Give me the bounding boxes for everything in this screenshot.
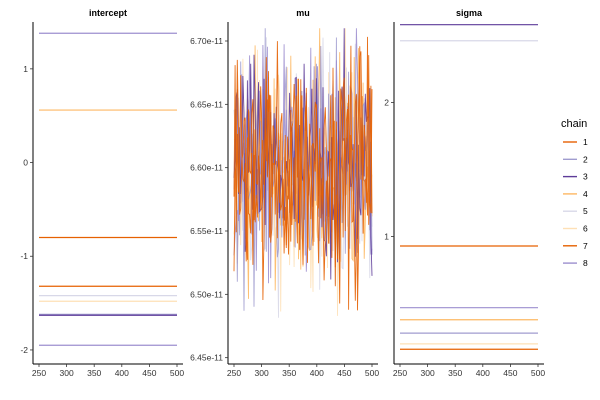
legend-item: 2 xyxy=(563,154,588,164)
legend-label: 3 xyxy=(583,172,588,182)
x-tick-label: 250 xyxy=(227,368,241,378)
x-tick-label: 500 xyxy=(170,368,184,378)
y-tick-label: 6.45e-11 xyxy=(190,353,223,363)
legend-item: 8 xyxy=(563,258,588,268)
x-tick-label: 450 xyxy=(337,368,351,378)
panel-mu: mu 250 300 350 400 450 500 6.70e-11 6.65e-11 6.60… xyxy=(190,8,379,378)
x-tick-label: 450 xyxy=(503,368,517,378)
legend-item: 1 xyxy=(563,137,588,147)
legend-label: 6 xyxy=(583,224,588,234)
panels: intercept 250 300 350 400 450 500 1 0 -1 -2 mu 250 30… xyxy=(20,8,545,378)
x-tick-label: 250 xyxy=(393,368,407,378)
y-tick-label: -1 xyxy=(20,251,28,261)
panel-title: sigma xyxy=(456,8,483,18)
y-tick-label: 6.55e-11 xyxy=(190,226,223,236)
x-tick-label: 450 xyxy=(142,368,156,378)
legend-item: 4 xyxy=(563,189,588,199)
panel-intercept: intercept 250 300 350 400 450 500 1 0 -1 -2 xyxy=(20,8,184,378)
y-tick-label: 6.50e-11 xyxy=(190,289,223,299)
x-tick-label: 300 xyxy=(421,368,435,378)
y-tick-label: 6.60e-11 xyxy=(190,163,223,173)
x-tick-label: 500 xyxy=(365,368,379,378)
legend-item: 7 xyxy=(563,241,588,251)
trace-line-chain-1 xyxy=(233,36,373,301)
x-tick-label: 350 xyxy=(87,368,101,378)
legend-label: 1 xyxy=(583,137,588,147)
x-tick-label: 500 xyxy=(531,368,545,378)
y-tick-label: 1 xyxy=(384,232,389,242)
legend-label: 2 xyxy=(583,154,588,164)
x-tick-label: 250 xyxy=(32,368,46,378)
x-tick-label: 300 xyxy=(255,368,269,378)
y-tick-label: 6.65e-11 xyxy=(190,99,223,109)
y-tick-label: 1 xyxy=(23,64,28,74)
panel-title: mu xyxy=(296,8,310,18)
legend-label: 4 xyxy=(583,189,588,199)
panel-title: intercept xyxy=(89,8,127,18)
y-tick-label: 0 xyxy=(23,158,28,168)
legend-item: 5 xyxy=(563,206,588,216)
panel-sigma: sigma 250 300 350 400 450 500 2 1 xyxy=(384,8,545,378)
x-tick-label: 350 xyxy=(282,368,296,378)
legend-item: 6 xyxy=(563,224,588,234)
legend-item: 3 xyxy=(563,172,588,182)
legend: chain 1 2 3 4 5 6 7 8 xyxy=(561,118,588,268)
legend-label: 8 xyxy=(583,258,588,268)
y-tick-label: 2 xyxy=(384,97,389,107)
trace-line-chain-7 xyxy=(233,41,373,311)
x-tick-label: 400 xyxy=(115,368,129,378)
legend-label: 7 xyxy=(583,241,588,251)
legend-label: 5 xyxy=(583,206,588,216)
x-tick-label: 400 xyxy=(476,368,490,378)
x-tick-label: 350 xyxy=(448,368,462,378)
x-tick-label: 300 xyxy=(60,368,74,378)
y-tick-label: -2 xyxy=(20,345,28,355)
legend-title: chain xyxy=(561,118,587,130)
x-tick-label: 400 xyxy=(310,368,324,378)
y-tick-label: 6.70e-11 xyxy=(190,36,223,46)
